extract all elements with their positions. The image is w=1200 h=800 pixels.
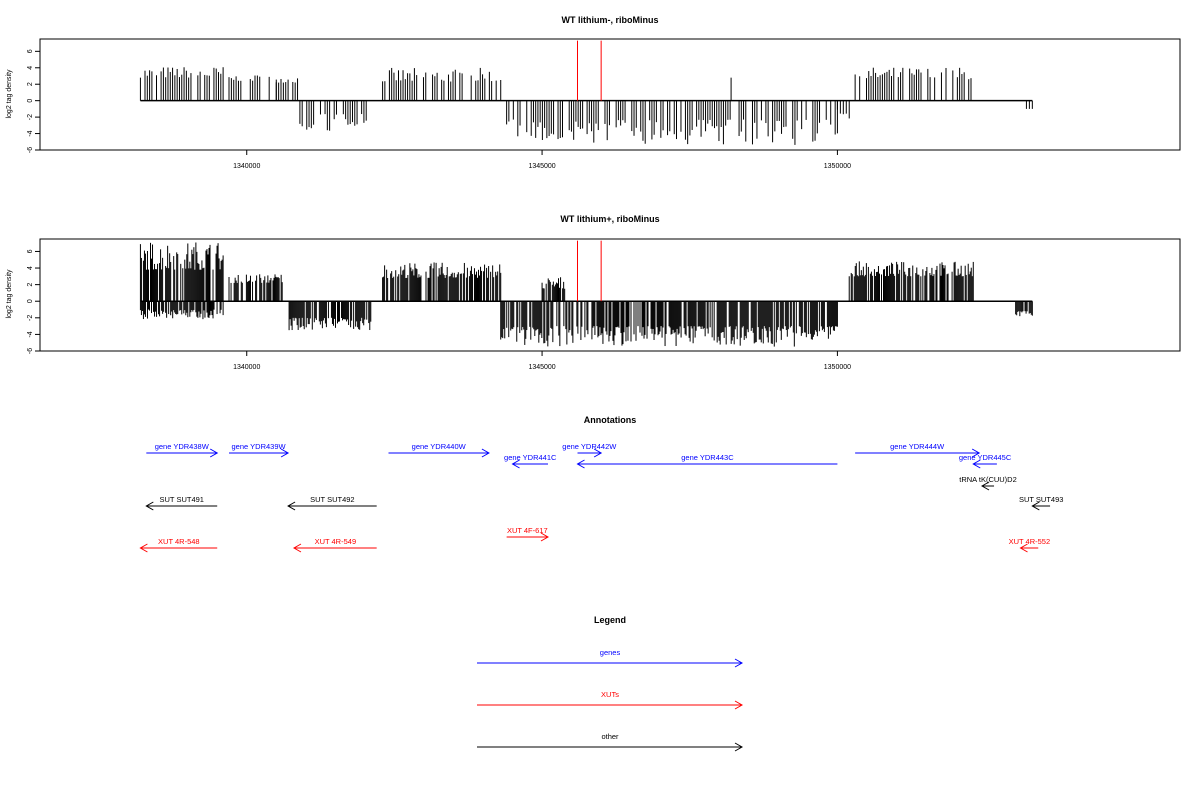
feature-arrow: XUT 4F-617 (506, 526, 549, 542)
feature-arrow: gene YDR443C (576, 453, 838, 469)
y-tick-label: 2 (27, 82, 34, 86)
feature-arrow: gene YDR439W (229, 442, 290, 458)
feature-label: SUT SUT493 (1019, 495, 1063, 504)
x-tick-label: 1340000 (233, 163, 260, 170)
y-axis: 6 4 2 0 -2 -4 -6 (27, 249, 40, 354)
feature-label: XUT 4R-552 (1009, 537, 1051, 546)
feature-label: XUT 4F-617 (507, 526, 548, 535)
legend-title: Legend (594, 615, 626, 625)
density-bars (139, 242, 1033, 347)
x-tick-label: 1350000 (824, 364, 851, 371)
feature-arrow: SUT SUT493 (1019, 495, 1063, 511)
track-title: WT lithium-, riboMinus (562, 15, 659, 25)
feature-label: tRNA tK(CUU)D2 (959, 475, 1017, 484)
y-tick-label: 2 (27, 283, 34, 287)
plot-frame (39, 38, 1181, 151)
legend-arrow: XUTs (477, 690, 744, 710)
marker-lines (577, 40, 602, 101)
track-panel-lithium-plus: WT lithium+, riboMinus log2 tag density … (6, 214, 1181, 371)
legend-items: genes XUTs other (477, 648, 744, 752)
y-tick-label: 4 (27, 66, 34, 70)
feature-arrow: XUT 4R-548 (139, 537, 218, 553)
y-axis-label: log2 tag density (6, 69, 13, 119)
legend-arrow: genes (477, 648, 744, 668)
x-tick-label: 1350000 (824, 163, 851, 170)
feature-label: XUT 4R-549 (315, 537, 357, 546)
annotations-track: Annotations gene YDR438W gene YDR439W gene… (139, 415, 1063, 553)
legend-label: other (601, 732, 619, 741)
y-axis-label: log2 tag density (6, 269, 13, 319)
y-tick-label: -6 (27, 348, 34, 354)
feature-label: gene YDR445C (959, 453, 1012, 462)
annotation-features: gene YDR438W gene YDR439W gene YDR440W gene… (139, 442, 1063, 553)
feature-arrow: tRNA tK(CUU)D2 (959, 475, 1017, 491)
y-tick-label: -2 (27, 315, 34, 321)
feature-arrow: XUT 4R-549 (292, 537, 377, 553)
x-axis: 1340000 1345000 1350000 (233, 150, 851, 170)
y-axis: 6 4 2 0 -2 -4 -6 (27, 49, 40, 153)
legend-label: genes (600, 648, 621, 657)
feature-arrow: SUT SUT491 (145, 495, 218, 511)
feature-arrow: gene YDR438W (146, 442, 219, 458)
feature-label: gene YDR440W (412, 442, 467, 451)
x-axis: 1340000 1345000 1350000 (233, 351, 851, 371)
feature-label: gene YDR438W (155, 442, 210, 451)
x-tick-label: 1340000 (233, 364, 260, 371)
feature-arrow: SUT SUT492 (287, 495, 377, 511)
y-tick-label: 4 (27, 266, 34, 270)
feature-label: XUT 4R-548 (158, 537, 200, 546)
y-tick-label: 6 (27, 249, 34, 253)
feature-label: gene YDR442W (562, 442, 617, 451)
feature-label: gene YDR443C (681, 453, 734, 462)
plot-frame (39, 238, 1181, 352)
legend-label: XUTs (601, 690, 619, 699)
track-panel-lithium-minus: WT lithium-, riboMinus log2 tag density … (6, 15, 1181, 170)
track-title: WT lithium+, riboMinus (560, 214, 659, 224)
y-tick-label: -6 (27, 147, 34, 153)
y-tick-label: -4 (27, 331, 34, 337)
feature-arrow: gene YDR445C (959, 453, 1012, 469)
feature-label: gene YDR441C (504, 453, 557, 462)
legend-arrow: other (477, 732, 744, 752)
annotations-title: Annotations (584, 415, 637, 425)
x-tick-label: 1345000 (528, 364, 555, 371)
feature-arrow: gene YDR442W (562, 442, 617, 458)
density-bars (139, 67, 1033, 145)
y-tick-label: 6 (27, 49, 34, 53)
marker-lines (577, 240, 602, 302)
feature-arrow: gene YDR444W (855, 442, 981, 458)
y-tick-label: 0 (27, 99, 34, 103)
y-tick-label: -4 (27, 130, 34, 136)
feature-arrow: XUT 4R-552 (1009, 537, 1051, 553)
y-tick-label: -2 (27, 114, 34, 120)
y-tick-label: 0 (27, 299, 34, 303)
x-tick-label: 1345000 (528, 163, 555, 170)
feature-label: gene YDR439W (232, 442, 287, 451)
legend: Legend genes XUTs other (477, 615, 744, 752)
feature-label: SUT SUT491 (160, 495, 204, 504)
feature-arrow: gene YDR440W (388, 442, 490, 458)
feature-arrow: gene YDR441C (504, 453, 557, 469)
feature-label: gene YDR444W (890, 442, 945, 451)
feature-label: SUT SUT492 (310, 495, 354, 504)
